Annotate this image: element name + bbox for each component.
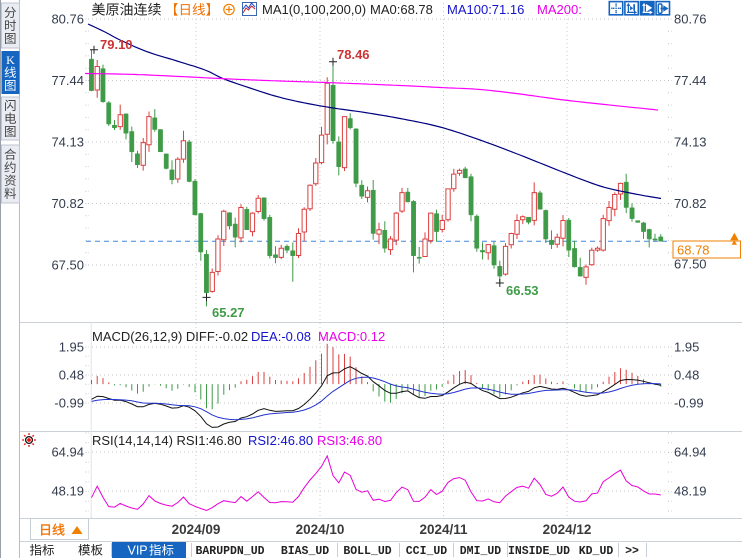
- svg-text:80.76: 80.76: [674, 12, 707, 27]
- svg-text:-0.99: -0.99: [674, 396, 704, 411]
- svg-text:MA1(0,100,200,0): MA1(0,100,200,0): [262, 2, 366, 17]
- svg-text:78.46: 78.46: [337, 47, 370, 62]
- svg-text:74.13: 74.13: [674, 135, 707, 150]
- svg-text:RSI3:46.80: RSI3:46.80: [317, 433, 382, 448]
- svg-text:48.19: 48.19: [51, 484, 84, 499]
- svg-text:80.76: 80.76: [51, 12, 84, 27]
- svg-text:70.82: 70.82: [674, 196, 707, 211]
- svg-text:77.44: 77.44: [51, 73, 84, 88]
- svg-text:KD_UD: KD_UD: [579, 545, 614, 558]
- svg-text:1.95: 1.95: [59, 340, 84, 355]
- svg-text:RSI2:46.80: RSI2:46.80: [248, 433, 313, 448]
- svg-text:64.94: 64.94: [51, 445, 84, 460]
- svg-text:0.48: 0.48: [59, 368, 84, 383]
- svg-text:DEA:-0.08: DEA:-0.08: [251, 329, 311, 344]
- svg-text:77.44: 77.44: [674, 73, 707, 88]
- svg-text:VIP: VIP: [128, 544, 148, 558]
- svg-text:CCI_UD: CCI_UD: [406, 545, 448, 558]
- svg-text:48.19: 48.19: [674, 484, 707, 499]
- svg-text:65.27: 65.27: [212, 305, 245, 320]
- svg-text:64.94: 64.94: [674, 445, 707, 460]
- svg-text:2024/12: 2024/12: [543, 522, 592, 537]
- svg-text:74.13: 74.13: [51, 135, 84, 150]
- svg-text:2024/11: 2024/11: [419, 522, 468, 537]
- svg-text:>>: >>: [625, 545, 639, 558]
- svg-text:70.82: 70.82: [51, 196, 84, 211]
- svg-text:68.78: 68.78: [677, 243, 710, 258]
- svg-text:BOLL_UD: BOLL_UD: [343, 545, 391, 558]
- svg-text:0.48: 0.48: [674, 368, 699, 383]
- svg-text:2024/09: 2024/09: [172, 522, 221, 537]
- svg-text:MACD:0.12: MACD:0.12: [318, 329, 385, 344]
- svg-text:MA200:: MA200:: [537, 2, 582, 17]
- svg-text:67.50: 67.50: [51, 258, 84, 273]
- svg-text:MACD(26,12,9) DIFF:-0.02: MACD(26,12,9) DIFF:-0.02: [92, 329, 248, 344]
- svg-text:MA100:71.16: MA100:71.16: [447, 2, 524, 17]
- svg-text:K: K: [6, 53, 15, 67]
- svg-text:67.50: 67.50: [674, 257, 707, 272]
- svg-text:MA0:68.78: MA0:68.78: [370, 2, 433, 17]
- svg-text:RSI(14,14,14) RSI1:46.80: RSI(14,14,14) RSI1:46.80: [92, 433, 242, 448]
- svg-text:1.95: 1.95: [674, 340, 699, 355]
- svg-text:79.10: 79.10: [100, 37, 133, 52]
- svg-text:BIAS_UD: BIAS_UD: [281, 545, 329, 558]
- svg-text:-0.99: -0.99: [54, 396, 84, 411]
- svg-text:DMI_UD: DMI_UD: [460, 545, 502, 558]
- svg-text:2024/10: 2024/10: [296, 522, 345, 537]
- svg-text:INSIDE_UD: INSIDE_UD: [508, 545, 570, 558]
- svg-text:BARUPDN_UD: BARUPDN_UD: [195, 545, 264, 558]
- svg-text:66.53: 66.53: [506, 283, 539, 298]
